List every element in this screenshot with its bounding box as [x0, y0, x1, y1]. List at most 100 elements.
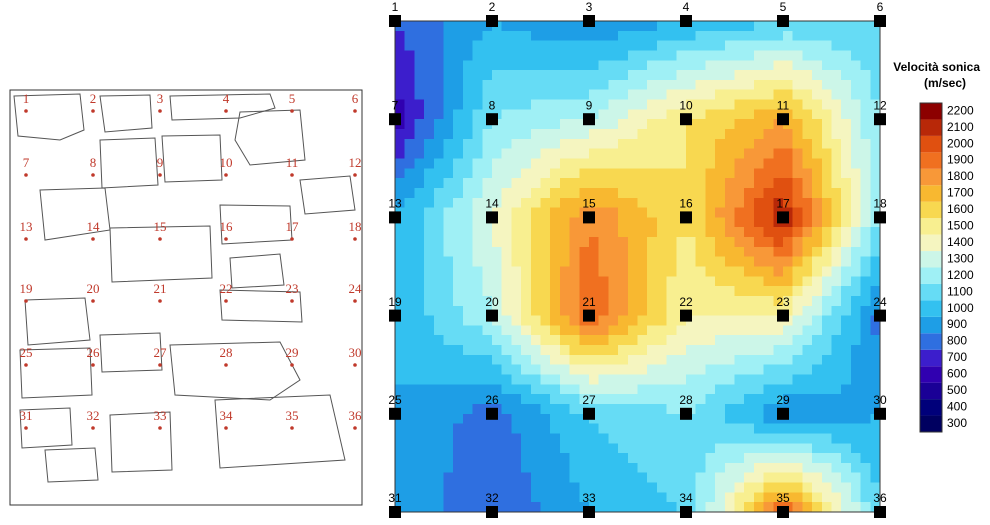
contour-cell [812, 21, 822, 31]
contour-cell [414, 41, 424, 51]
contour-cell [414, 433, 424, 443]
contour-cell [686, 178, 696, 188]
contour-cell [841, 149, 851, 159]
contour-cell [608, 375, 618, 385]
drawing-point-label: 23 [286, 281, 299, 296]
contour-cell [531, 100, 541, 110]
contour-cell [405, 257, 415, 267]
contour-cell [764, 296, 774, 306]
contour-cell [541, 296, 551, 306]
contour-cell [754, 217, 764, 227]
contour-cell [608, 168, 618, 178]
contour-cell [686, 473, 696, 483]
stone [110, 226, 212, 282]
contour-cell [414, 502, 424, 512]
contour-cell [754, 296, 764, 306]
drawing-point-label: 10 [220, 155, 233, 170]
measure-point [680, 211, 692, 223]
contour-cell [696, 60, 706, 70]
measure-point [777, 310, 789, 322]
contour-cell [802, 335, 812, 345]
contour-cell [589, 60, 599, 70]
contour-cell [676, 158, 686, 168]
contour-cell [541, 443, 551, 453]
contour-cell [647, 80, 657, 90]
contour-cell [579, 70, 589, 80]
contour-cell [492, 237, 502, 247]
contour-cell [579, 276, 589, 286]
contour-cell [521, 257, 531, 267]
drawing-point-label: 27 [154, 345, 168, 360]
contour-cell [870, 463, 880, 473]
contour-cell [686, 41, 696, 51]
contour-cell [822, 41, 832, 51]
contour-cell [822, 119, 832, 129]
contour-cell [434, 31, 444, 41]
contour-cell [550, 149, 560, 159]
contour-cell [434, 158, 444, 168]
contour-cell [560, 473, 570, 483]
contour-cell [657, 178, 667, 188]
contour-cell [783, 355, 793, 365]
contour-cell [735, 424, 745, 434]
contour-cell [502, 237, 512, 247]
contour-cell [521, 375, 531, 385]
contour-cell [773, 375, 783, 385]
contour-cell [832, 178, 842, 188]
contour-cell [764, 306, 774, 316]
contour-cell [812, 247, 822, 257]
contour-cell [638, 384, 648, 394]
contour-cell [560, 31, 570, 41]
contour-cell [424, 306, 434, 316]
contour-cell [550, 443, 560, 453]
contour-cell [414, 286, 424, 296]
contour-cell [715, 296, 725, 306]
contour-cell [832, 198, 842, 208]
colorbar-swatch [920, 218, 942, 234]
contour-cell [754, 31, 764, 41]
contour-cell [589, 424, 599, 434]
contour-cell [667, 188, 677, 198]
contour-cell [861, 41, 871, 51]
contour-cell [405, 119, 415, 129]
contour-cell [725, 306, 735, 316]
contour-cell [638, 424, 648, 434]
contour-cell [696, 384, 706, 394]
contour-cell [570, 31, 580, 41]
contour-cell [647, 70, 657, 80]
contour-cell [851, 31, 861, 41]
contour-cell [608, 21, 618, 31]
contour-cell [511, 158, 521, 168]
contour-cell [832, 80, 842, 90]
contour-cell [686, 443, 696, 453]
contour-cell [686, 149, 696, 159]
contour-cell [754, 80, 764, 90]
colorbar-label: 1300 [947, 251, 974, 265]
contour-cell [715, 443, 725, 453]
contour-cell [541, 276, 551, 286]
contour-cell [783, 433, 793, 443]
contour-cell [841, 453, 851, 463]
contour-cell [822, 50, 832, 60]
contour-cell [608, 31, 618, 41]
contour-cell [851, 325, 861, 335]
contour-cell [764, 424, 774, 434]
contour-cell [773, 443, 783, 453]
contour-cell [405, 60, 415, 70]
contour-cell [832, 306, 842, 316]
contour-cell [502, 473, 512, 483]
contour-cell [463, 384, 473, 394]
contour-cell [657, 325, 667, 335]
contour-cell [570, 21, 580, 31]
contour-cell [550, 296, 560, 306]
contour-cell [812, 217, 822, 227]
contour-cell [599, 394, 609, 404]
contour-cell [414, 394, 424, 404]
point-label: 10 [679, 98, 693, 112]
contour-cell [861, 247, 871, 257]
contour-cell [647, 443, 657, 453]
contour-cell [511, 198, 521, 208]
contour-cell [832, 404, 842, 414]
measure-point [486, 310, 498, 322]
contour-cell [754, 198, 764, 208]
